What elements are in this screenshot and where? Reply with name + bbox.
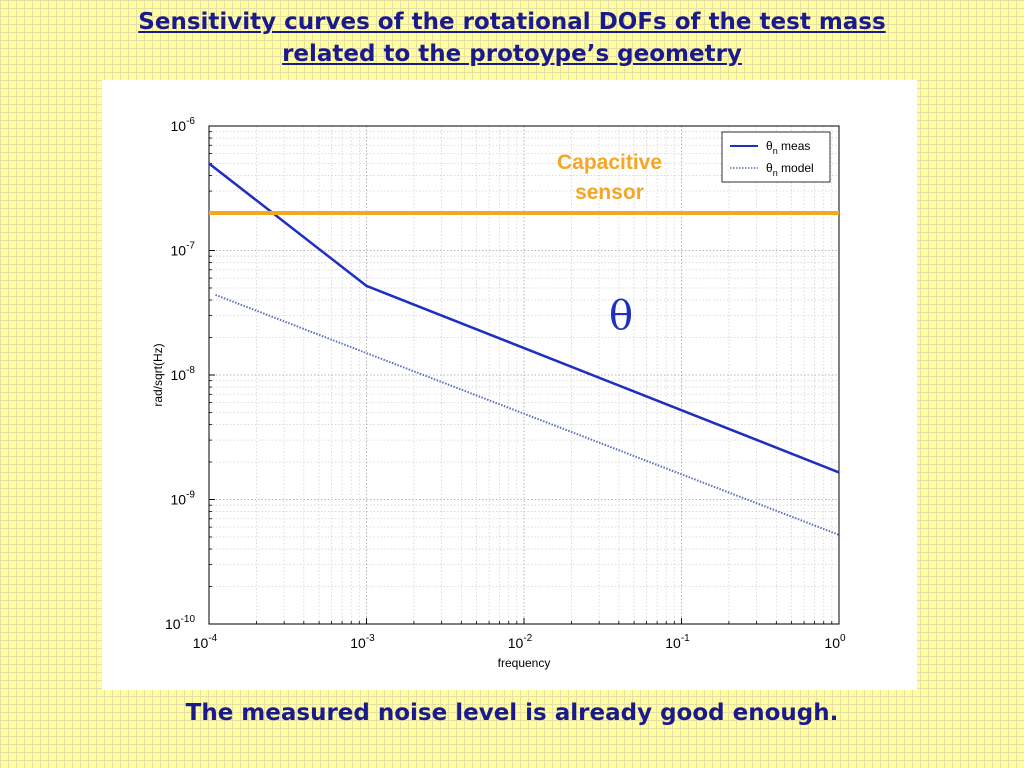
grid-minor [209, 126, 839, 624]
y-tick-label: 10-8 [171, 365, 196, 383]
x-tick-label: 10-2 [508, 633, 533, 651]
capacitive-sensor-annotation: Capacitive sensor [522, 148, 697, 208]
series-group [208, 162, 840, 536]
series-meas-line [208, 162, 840, 474]
x-axis-label: frequency [498, 656, 551, 670]
legend-box [721, 131, 831, 183]
axis-ticks [208, 125, 840, 625]
legend-label-meas: θn meas [766, 139, 810, 156]
capacitive-sensor-label-line2: sensor [575, 181, 644, 204]
y-tick-labels: 10-6 10-7 10-8 10-9 10-10 [165, 116, 195, 632]
y-tick-label: 10-6 [171, 116, 196, 134]
y-axis-label: rad/sqrt(Hz) [151, 343, 165, 406]
x-tick-label: 100 [824, 633, 846, 651]
capacitive-sensor-label-line1: Capacitive [556, 151, 663, 174]
slide-caption: The measured noise level is already good… [185, 700, 839, 726]
theta-annotation: θ [609, 293, 634, 339]
series-model-line [215, 293, 840, 536]
slide-title-line1: Sensitivity curves of the rotational DOF… [138, 9, 886, 35]
y-tick-label: 10-9 [171, 490, 196, 508]
sensitivity-chart: 10-4 10-3 10-2 10-1 100 10-6 10-7 10-8 10-9 10-1… [151, 116, 846, 670]
legend: θn meas θn model [721, 131, 831, 183]
x-tick-labels: 10-4 10-3 10-2 10-1 100 [193, 633, 846, 651]
legend-label-model: θn model [766, 161, 814, 178]
y-tick-label: 10-10 [165, 614, 195, 632]
x-tick-label: 10-3 [350, 633, 375, 651]
y-tick-label: 10-7 [171, 241, 196, 259]
x-tick-label: 10-1 [665, 633, 690, 651]
x-tick-label: 10-4 [193, 633, 218, 651]
slide-title: Sensitivity curves of the rotational DOF… [20, 6, 1004, 70]
slide-title-line2: related to the protoype’s geometry [282, 41, 742, 67]
chart-panel: 10-4 10-3 10-2 10-1 100 10-6 10-7 10-8 10-9 10-1… [102, 80, 917, 690]
